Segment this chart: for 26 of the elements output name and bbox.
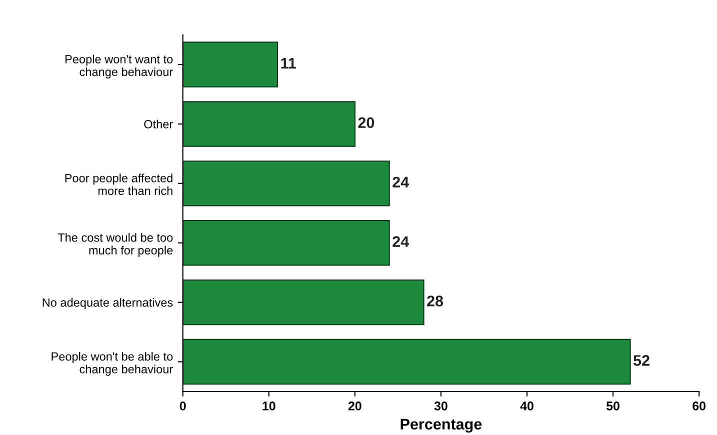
x-tick-label: 0 <box>180 402 186 410</box>
data-label: 28 <box>427 296 444 306</box>
x-tick-label: 50 <box>606 402 620 410</box>
bar <box>182 279 424 326</box>
y-tick-label: No adequate alternatives <box>42 298 173 310</box>
y-tick-label: People won't be able to change behaviour <box>52 352 173 376</box>
data-label: 11 <box>281 58 296 68</box>
data-label: 52 <box>633 355 650 366</box>
bar <box>182 338 631 385</box>
x-tick-label: 40 <box>520 402 534 410</box>
x-axis-title: Percentage <box>400 418 482 433</box>
x-tick-label: 20 <box>348 402 362 410</box>
bar <box>182 220 390 266</box>
bar <box>182 101 356 147</box>
y-tick-label: Poor people affected more than rich <box>65 174 172 196</box>
bar <box>182 42 278 88</box>
bar <box>182 160 390 206</box>
y-tick-label: People won't want to change behaviour <box>66 54 173 78</box>
data-label: 20 <box>358 117 374 128</box>
y-tick-label: Other <box>144 120 173 128</box>
data-label: 24 <box>392 176 410 188</box>
x-tick-label: 30 <box>434 402 448 410</box>
data-label: 24 <box>392 236 410 247</box>
x-tick-label: 10 <box>262 402 276 410</box>
x-tick-label: 60 <box>692 402 706 410</box>
y-tick-label: The cost would be too much for people <box>58 233 173 257</box>
